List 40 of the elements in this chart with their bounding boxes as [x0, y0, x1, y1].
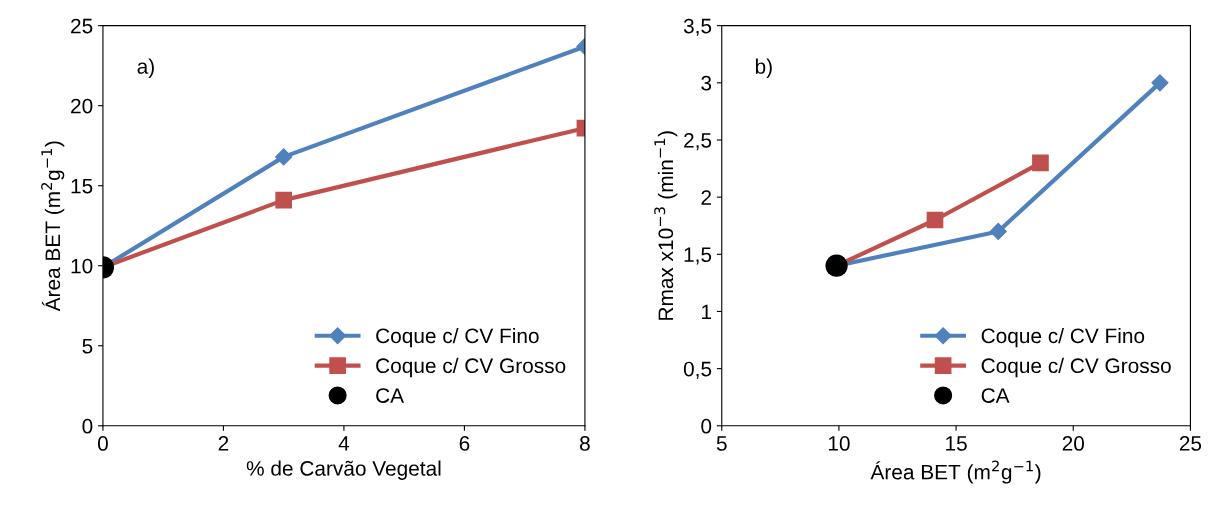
legend-label: Coque c/ CV Fino [981, 327, 1145, 348]
y-tick-label: 10 [71, 258, 93, 274]
point [1151, 74, 1169, 92]
y-tick-label: 3 [701, 75, 712, 91]
y-tick-label: 0,5 [683, 361, 712, 379]
y-tick-label: 2,5 [684, 132, 712, 151]
x-tick-label: 0 [97, 436, 108, 451]
x-axis-title: Área BET (m$^{2}$g$^{−1}$) [870, 460, 1041, 484]
y-axis-title: Área BET (m$^{2}$g$^{−1}$) [41, 141, 65, 312]
x-axis-title: % de Carvão Vegetal [246, 460, 441, 480]
x-tick-label: 6 [459, 436, 470, 451]
annotation: a) [137, 58, 154, 78]
legend-label: CA [376, 388, 405, 403]
x-tick-label: 4 [338, 436, 350, 451]
x-tick-label: 2 [218, 436, 229, 451]
y-tick-label: 5 [82, 338, 93, 354]
y-tick-label: 20 [71, 98, 93, 114]
legend-label: Coque c/ CV Grosso [376, 357, 566, 378]
x-tick-label: 25 [1179, 436, 1202, 451]
legend-label: Coque c/ CV Fino [376, 327, 539, 348]
y-tick-label: 15 [71, 178, 93, 194]
point [989, 222, 1007, 240]
legend-label: Coque c/ CV Grosso [981, 357, 1171, 378]
annotation: b) [755, 58, 772, 78]
y-tick-label: 0 [701, 418, 712, 434]
x-tick-label: 5 [716, 436, 727, 451]
x-tick-label: 8 [580, 436, 590, 451]
x-tick-label: 20 [1062, 436, 1085, 451]
y-tick-label: 25 [71, 18, 93, 34]
legend-label: CA [981, 388, 1010, 403]
y-tick-label: 3,5 [683, 18, 712, 36]
y-tick-label: 1 [702, 304, 712, 320]
y-tick-label: 0 [82, 418, 93, 434]
x-tick-label: 15 [946, 436, 967, 451]
point [1032, 154, 1049, 172]
y-tick-label: 1,5 [684, 247, 712, 265]
point [926, 211, 944, 229]
y-axis-title: Rmax x10$^{−3}$ (min$^{−1}$) [654, 131, 678, 320]
y-tick-label: 2 [701, 190, 711, 205]
x-tick-label: 10 [828, 436, 850, 451]
